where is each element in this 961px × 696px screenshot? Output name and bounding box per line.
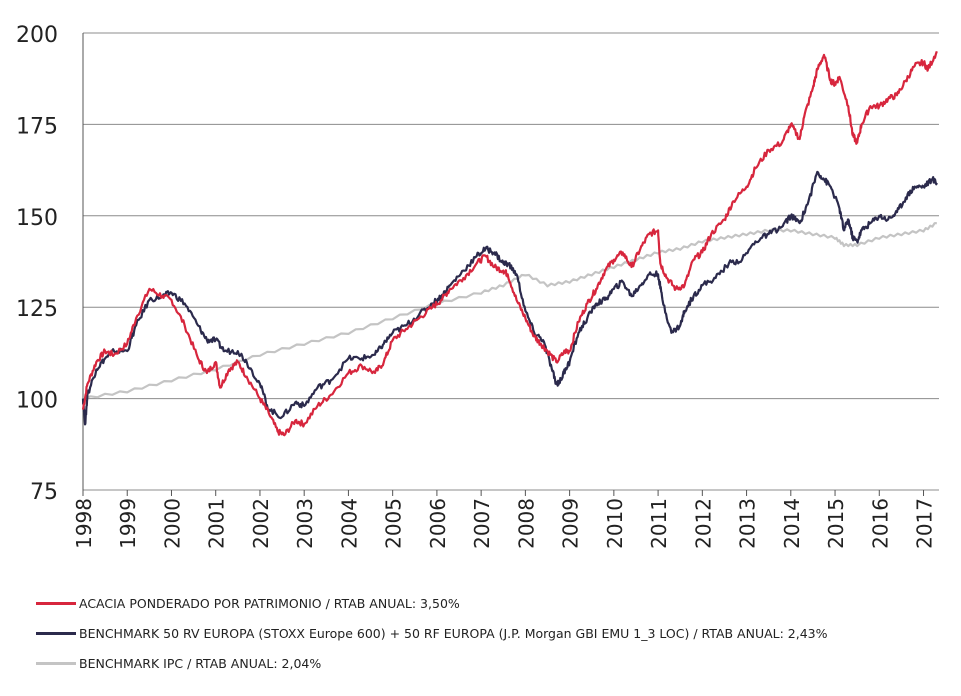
x-tick-label: 2000 bbox=[160, 498, 184, 549]
x-tick-label: 2014 bbox=[780, 498, 804, 549]
y-tick-label: 75 bbox=[30, 480, 58, 505]
y-tick-label: 125 bbox=[16, 297, 58, 322]
x-tick-label: 1999 bbox=[116, 498, 140, 549]
y-tick-label: 200 bbox=[16, 23, 58, 48]
legend-label-benchmark-50: BENCHMARK 50 RV EUROPA (STOXX Europe 600… bbox=[79, 625, 828, 641]
x-tick-label: 2007 bbox=[470, 498, 494, 549]
x-tick-label: 2016 bbox=[868, 498, 892, 549]
y-tick-label: 150 bbox=[16, 206, 58, 231]
line-chart: 75 100 125 150 175 200 1998 1999 2000 2001 2002 20… bbox=[16, 23, 939, 549]
series-line-1 bbox=[81, 170, 938, 426]
x-tick-label: 2003 bbox=[293, 498, 317, 549]
legend-label-acacia: ACACIA PONDERADO POR PATRIMONIO / RTAB A… bbox=[79, 595, 460, 611]
legend-item-benchmark-ipc: BENCHMARK IPC / RTAB ANUAL: 2,04% bbox=[36, 648, 956, 678]
x-tick-label: 2005 bbox=[382, 498, 406, 549]
x-tick-label: 2006 bbox=[426, 498, 450, 549]
y-tick-label: 175 bbox=[16, 114, 58, 139]
x-tick-label: 2008 bbox=[514, 498, 538, 549]
x-tick-label: 2012 bbox=[691, 498, 715, 549]
legend: ACACIA PONDERADO POR PATRIMONIO / RTAB A… bbox=[36, 588, 956, 678]
x-tick-label: 2001 bbox=[205, 498, 229, 549]
gridlines bbox=[82, 32, 939, 491]
y-axis-ticks: 75 100 125 150 175 200 bbox=[16, 23, 58, 505]
series-line-2 bbox=[82, 222, 937, 401]
legend-swatch-acacia bbox=[36, 601, 76, 605]
legend-label-benchmark-ipc: BENCHMARK IPC / RTAB ANUAL: 2,04% bbox=[79, 655, 322, 671]
x-tick-label: 2013 bbox=[736, 498, 760, 549]
series-lines bbox=[81, 50, 938, 437]
x-axis-ticks: 1998 1999 2000 2001 2002 2003 2004 2005 2006 2007… bbox=[72, 490, 937, 549]
legend-swatch-benchmark-ipc bbox=[36, 661, 76, 665]
x-tick-label: 2017 bbox=[913, 498, 937, 549]
y-tick-label: 100 bbox=[16, 389, 58, 414]
x-tick-label: 1998 bbox=[72, 498, 96, 549]
x-tick-label: 2004 bbox=[337, 498, 361, 549]
x-tick-label: 2015 bbox=[824, 498, 848, 549]
x-tick-label: 2010 bbox=[603, 498, 627, 549]
x-tick-label: 2011 bbox=[647, 498, 671, 549]
x-tick-label: 2002 bbox=[249, 498, 273, 549]
legend-swatch-benchmark-50 bbox=[36, 631, 76, 635]
legend-item-benchmark-50: BENCHMARK 50 RV EUROPA (STOXX Europe 600… bbox=[36, 618, 956, 648]
legend-item-acacia: ACACIA PONDERADO POR PATRIMONIO / RTAB A… bbox=[36, 588, 956, 618]
series-line-0 bbox=[81, 50, 938, 437]
x-tick-label: 2009 bbox=[559, 498, 583, 549]
